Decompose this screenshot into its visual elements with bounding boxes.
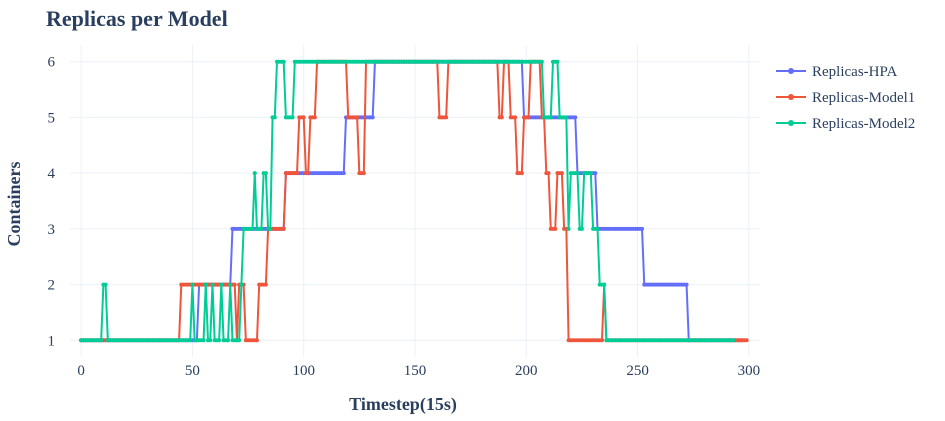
data-point xyxy=(263,171,268,176)
data-point xyxy=(579,226,584,231)
data-point xyxy=(566,226,571,231)
data-point xyxy=(237,338,242,343)
data-point xyxy=(306,171,311,176)
data-point xyxy=(744,338,749,343)
x-tick-label: 250 xyxy=(626,363,649,379)
y-tick-label: 5 xyxy=(48,110,56,126)
data-point xyxy=(263,282,268,287)
data-point xyxy=(588,171,593,176)
y-tick-label: 3 xyxy=(48,222,56,238)
chart-title: Replicas per Model xyxy=(46,6,228,31)
data-point xyxy=(99,338,104,343)
data-point xyxy=(210,282,215,287)
data-point xyxy=(281,59,286,64)
tick-labels: 0 50 100 150 200 250 300 1 2 3 4 5 6 xyxy=(48,55,761,379)
y-tick-label: 6 xyxy=(48,55,56,71)
y-tick-label: 4 xyxy=(48,166,56,182)
legend[interactable]: Replicas-HPA Replicas-Model1 Replicas-Mode… xyxy=(776,64,915,132)
legend-marker xyxy=(788,94,794,100)
data-point xyxy=(553,226,558,231)
data-point xyxy=(219,282,224,287)
data-point xyxy=(595,226,600,231)
data-point xyxy=(226,338,231,343)
data-point xyxy=(341,171,346,176)
x-tick-label: 50 xyxy=(185,363,200,379)
data-point xyxy=(295,171,300,176)
data-point xyxy=(593,171,598,176)
data-point xyxy=(546,171,551,176)
data-point xyxy=(526,115,531,120)
data-point xyxy=(361,171,366,176)
data-point xyxy=(575,171,580,176)
legend-label: Replicas-Model2 xyxy=(812,116,915,132)
data-point xyxy=(548,115,553,120)
data-point xyxy=(539,59,544,64)
data-point xyxy=(499,115,504,120)
data-point xyxy=(232,282,237,287)
data-point xyxy=(640,226,645,231)
data-point xyxy=(268,226,273,231)
legend-item[interactable]: Replicas-HPA xyxy=(776,64,897,80)
series-line xyxy=(81,60,747,342)
data-point xyxy=(684,282,689,287)
legend-item[interactable]: Replicas-Model2 xyxy=(776,116,915,132)
data-point xyxy=(301,115,306,120)
y-axis-title: Containers xyxy=(4,162,24,247)
data-point xyxy=(559,171,564,176)
data-point xyxy=(203,282,208,287)
x-tick-label: 300 xyxy=(738,363,761,379)
data-point xyxy=(602,282,607,287)
data-point xyxy=(103,282,108,287)
data-point xyxy=(555,59,560,64)
series-3 xyxy=(79,59,736,343)
data-point xyxy=(254,338,259,343)
series-line xyxy=(81,60,734,342)
y-tick-label: 2 xyxy=(48,278,56,294)
legend-marker xyxy=(788,68,794,74)
x-tick-label: 100 xyxy=(292,363,315,379)
data-point xyxy=(201,338,206,343)
data-point xyxy=(355,115,360,120)
y-tick-label: 1 xyxy=(48,333,56,349)
data-point xyxy=(250,226,255,231)
data-point xyxy=(731,338,736,343)
series-layer xyxy=(79,59,749,343)
data-point xyxy=(190,282,195,287)
x-axis-title: Timestep(15s) xyxy=(349,394,457,415)
legend-label: Replicas-Model1 xyxy=(812,90,915,106)
legend-label: Replicas-HPA xyxy=(812,64,897,80)
x-tick-label: 150 xyxy=(404,363,427,379)
x-tick-label: 200 xyxy=(515,363,538,379)
data-point xyxy=(312,115,317,120)
data-point xyxy=(599,338,604,343)
x-tick-label: 0 xyxy=(77,363,85,379)
data-point xyxy=(444,115,449,120)
data-point xyxy=(290,115,295,120)
grid-layer xyxy=(70,45,760,357)
data-point xyxy=(519,171,524,176)
data-point xyxy=(239,282,244,287)
legend-item[interactable]: Replicas-Model1 xyxy=(776,90,915,106)
data-point xyxy=(281,226,286,231)
series-1 xyxy=(79,59,745,343)
data-point xyxy=(252,171,257,176)
data-point xyxy=(272,115,277,120)
data-point xyxy=(370,115,375,120)
legend-marker xyxy=(788,120,794,126)
data-point xyxy=(259,226,264,231)
data-point xyxy=(188,338,193,343)
data-point xyxy=(208,338,213,343)
data-point xyxy=(228,282,233,287)
series-2 xyxy=(79,59,749,343)
data-point xyxy=(573,115,578,120)
data-point xyxy=(513,115,518,120)
data-point xyxy=(217,338,222,343)
data-point xyxy=(564,115,569,120)
